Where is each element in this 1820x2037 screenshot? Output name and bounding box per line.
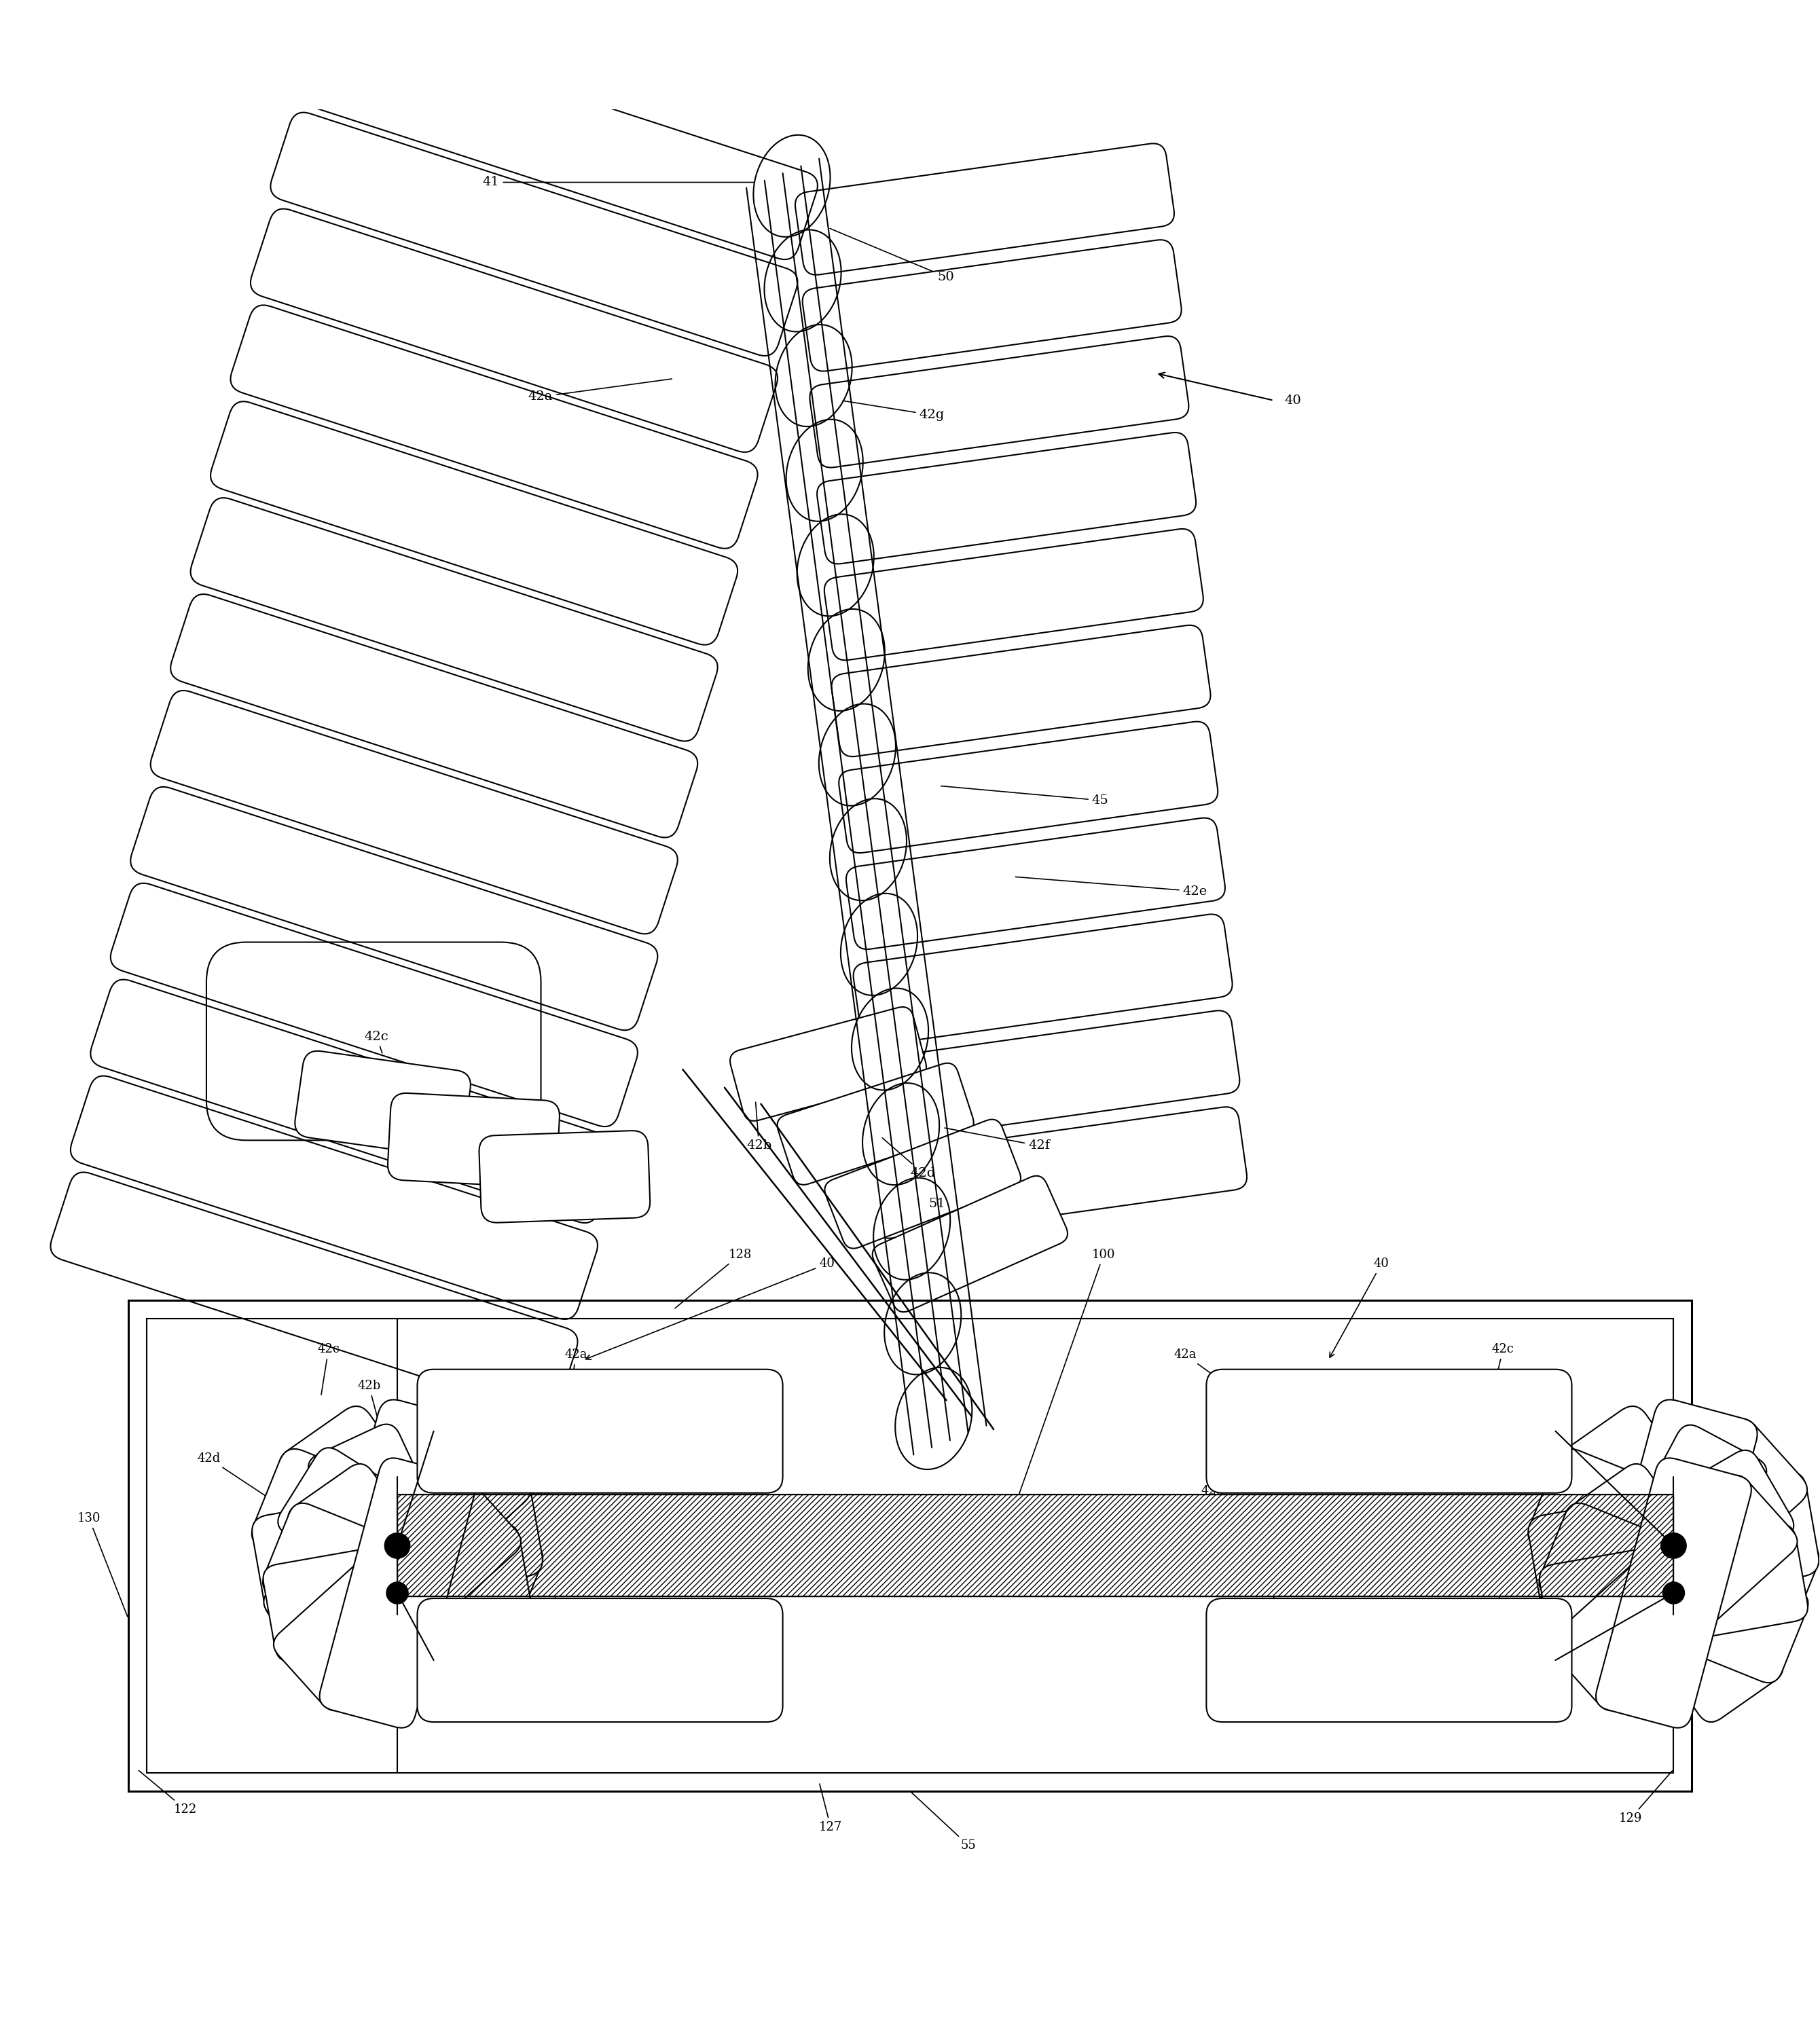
Text: 127: 127 <box>819 1784 843 1833</box>
Text: 55: 55 <box>912 1793 976 1852</box>
FancyBboxPatch shape <box>280 1406 515 1685</box>
FancyBboxPatch shape <box>320 1458 475 1727</box>
Text: 42d: 42d <box>883 1139 935 1179</box>
Text: 51: 51 <box>928 1198 946 1210</box>
Bar <box>397 1495 1674 1597</box>
FancyBboxPatch shape <box>1540 1418 1807 1672</box>
FancyBboxPatch shape <box>313 1399 480 1691</box>
FancyBboxPatch shape <box>1554 1450 1795 1642</box>
Circle shape <box>1662 1534 1687 1558</box>
Text: 42a: 42a <box>1174 1348 1290 1430</box>
Text: 40: 40 <box>1285 395 1301 407</box>
Text: 42a: 42a <box>564 1348 588 1430</box>
FancyBboxPatch shape <box>1556 1406 1791 1685</box>
FancyBboxPatch shape <box>479 1131 650 1222</box>
Circle shape <box>386 1583 408 1603</box>
FancyBboxPatch shape <box>1596 1458 1751 1727</box>
Text: 40: 40 <box>586 1257 835 1359</box>
FancyBboxPatch shape <box>1591 1399 1758 1691</box>
FancyBboxPatch shape <box>388 1094 559 1188</box>
FancyBboxPatch shape <box>824 1120 1021 1249</box>
FancyBboxPatch shape <box>872 1175 1068 1312</box>
Text: 42d: 42d <box>197 1452 339 1544</box>
Text: 42g: 42g <box>528 1485 564 1658</box>
Bar <box>397 1495 1674 1597</box>
FancyBboxPatch shape <box>264 1418 531 1672</box>
Text: 42f: 42f <box>402 1471 471 1613</box>
FancyBboxPatch shape <box>273 1475 521 1711</box>
Text: 42e: 42e <box>1465 1499 1518 1670</box>
FancyBboxPatch shape <box>417 1599 783 1721</box>
Bar <box>397 1495 1674 1597</box>
Circle shape <box>1663 1583 1685 1603</box>
FancyBboxPatch shape <box>278 1448 517 1644</box>
Bar <box>127 1300 1693 1791</box>
FancyBboxPatch shape <box>777 1063 974 1186</box>
Text: 42f: 42f <box>945 1128 1050 1151</box>
Text: 50: 50 <box>830 228 954 283</box>
Circle shape <box>384 1534 410 1558</box>
FancyBboxPatch shape <box>264 1524 531 1662</box>
Bar <box>146 1318 1674 1772</box>
FancyBboxPatch shape <box>417 1369 783 1493</box>
FancyBboxPatch shape <box>288 1465 506 1721</box>
FancyBboxPatch shape <box>1551 1475 1798 1711</box>
Text: 42c: 42c <box>1492 1342 1514 1395</box>
Text: 45: 45 <box>941 786 1108 807</box>
Text: 42c: 42c <box>317 1342 340 1395</box>
Text: 42e: 42e <box>322 1499 360 1670</box>
FancyBboxPatch shape <box>1207 1599 1572 1721</box>
FancyBboxPatch shape <box>1580 1426 1767 1666</box>
Text: 42b: 42b <box>357 1379 386 1448</box>
Text: 129: 129 <box>1620 1770 1673 1825</box>
FancyBboxPatch shape <box>295 1051 471 1157</box>
Text: 42c: 42c <box>364 1031 389 1053</box>
Text: 42e: 42e <box>1016 876 1207 898</box>
Text: 41: 41 <box>482 175 753 187</box>
Text: 100: 100 <box>1001 1249 1116 1544</box>
FancyBboxPatch shape <box>251 1473 542 1619</box>
Text: 42a: 42a <box>528 379 672 403</box>
FancyBboxPatch shape <box>251 1448 542 1642</box>
FancyBboxPatch shape <box>1207 1369 1572 1493</box>
FancyBboxPatch shape <box>308 1424 486 1666</box>
Text: 42g: 42g <box>1201 1485 1309 1658</box>
FancyBboxPatch shape <box>1529 1448 1820 1642</box>
Text: 122: 122 <box>138 1770 197 1815</box>
FancyBboxPatch shape <box>1540 1503 1807 1683</box>
Text: 128: 128 <box>675 1249 752 1308</box>
FancyBboxPatch shape <box>1540 1524 1807 1662</box>
FancyBboxPatch shape <box>730 1006 926 1120</box>
FancyBboxPatch shape <box>1565 1465 1784 1721</box>
Text: 40: 40 <box>1330 1257 1389 1357</box>
Text: 42b: 42b <box>746 1102 772 1151</box>
FancyBboxPatch shape <box>1529 1473 1818 1619</box>
Text: 42g: 42g <box>843 401 945 422</box>
Text: 130: 130 <box>76 1511 127 1617</box>
FancyBboxPatch shape <box>262 1503 531 1683</box>
